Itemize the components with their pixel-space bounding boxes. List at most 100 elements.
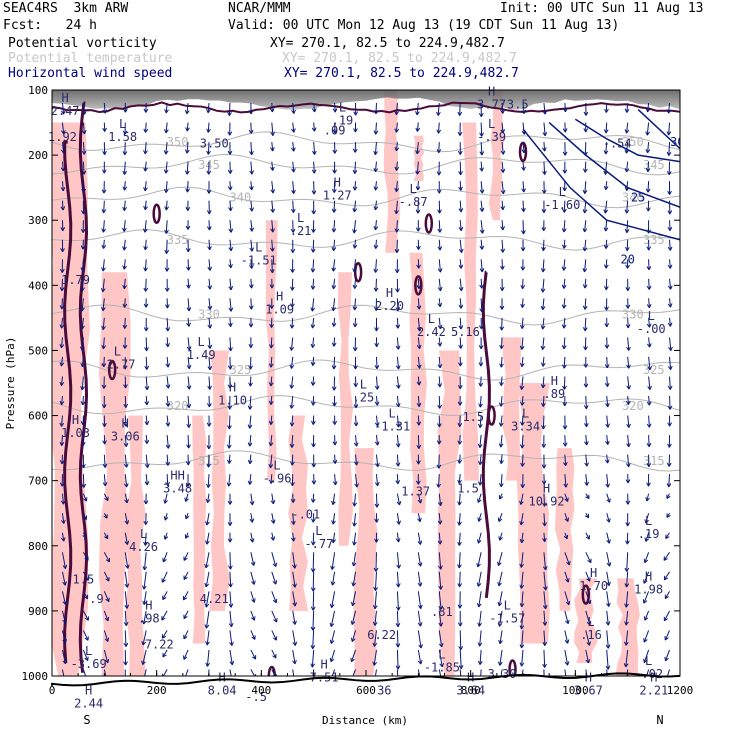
wind-vector-head [586,577,591,582]
wind-vector [292,630,296,646]
wind-vector-head [352,169,358,174]
wind-vector [480,161,483,172]
wind-vector-head [100,287,106,293]
wind-vector [438,239,441,251]
wind-vector [542,298,545,310]
wind-vector-head [206,150,211,155]
extremum-marker: L [428,312,435,326]
wind-vector [351,649,357,662]
wind-vector-head [540,362,546,367]
wind-vector [458,513,461,526]
wind-vector-head [624,621,629,626]
wind-vector [396,435,400,448]
wind-vector-head [163,516,169,521]
wind-vector [477,571,482,587]
wind-vector [438,356,441,368]
wind-vector-head [396,501,402,506]
wind-vector-head [604,306,609,311]
wind-vector [312,356,315,366]
wind-vector [417,298,420,310]
wind-vector [61,298,63,310]
wind-vector [564,513,569,522]
wind-vector-head [182,595,188,601]
x-tick-label: 1000 [562,684,589,697]
wind-vector-head [311,443,316,448]
wind-vector [271,161,274,171]
wind-vector-head [206,422,212,427]
wind-vector [521,454,524,467]
wind-vector-head [416,264,421,269]
wind-vector-head [186,266,191,271]
extremum-marker: H [145,599,152,613]
wind-vector-head [624,129,630,134]
wind-vector-head [270,131,276,136]
wind-vector-head [164,109,169,114]
header: SEAC4RS 3km ARW NCAR/MMM Init: 00 UTC Su… [0,0,740,90]
wind-vector-head [205,641,210,646]
x-tick-label: 1200 [667,684,694,697]
wind-vector [164,513,168,521]
wind-vector [501,161,504,173]
wind-vector-head [561,284,567,289]
wind-vector-head [416,444,422,449]
wind-vector [82,142,85,155]
wind-vector-head [395,365,401,370]
wind-vector [669,259,671,269]
wind-vector [124,493,128,504]
wind-vector [61,161,64,172]
wind-vector-head [331,538,336,544]
wind-vector-head [440,681,444,685]
wind-vector-head [416,245,421,250]
wind-vector [333,337,336,347]
wind-vector [250,239,253,252]
extremum-marker: HH [170,468,184,482]
wind-vector [229,610,233,627]
init-label: Init: 00 UTC Sun 11 Aug 13 [500,1,704,16]
wind-vector [480,259,483,273]
wind-vector-head [645,148,651,154]
wind-vector [648,278,650,290]
wind-speed-contour [637,108,680,150]
wind-vector [396,376,400,389]
wind-vector [165,122,168,134]
wind-vector-head [269,323,274,328]
wind-vector [186,142,189,154]
wind-vector-head [353,111,359,116]
wind-vector-head [417,517,422,523]
wind-vector [207,493,210,503]
wind-vector [229,278,232,290]
wind-vector [183,591,189,601]
wind-vector [290,376,294,389]
wind-vector-head [206,445,212,450]
wind-vector-head [605,483,611,488]
wind-vector-head [331,267,337,272]
wind-vector [563,317,566,329]
wind-vector [501,239,504,253]
wind-vector-head [625,500,631,505]
wind-vector-head [643,558,649,564]
wind-vector-head [372,604,378,610]
wind-vector-head [310,248,316,253]
wind-vector-head [62,600,68,605]
wind-vector [606,552,611,567]
extremum-marker: L [587,615,594,629]
wind-vector [543,102,546,115]
wind-vector [312,337,315,348]
wind-vector-head [418,644,423,649]
wind-vector [585,552,592,563]
wind-vector-head [184,497,189,502]
wind-vector [292,513,295,525]
wind-vector-head [586,641,591,646]
wind-vector [396,395,400,407]
wind-vector-head [101,267,106,272]
pv-contour [414,275,423,296]
wind-vector-head [417,582,423,587]
wind-vector-head [479,189,485,194]
wind-vector-head [81,150,87,155]
x-tick-label: 800 [461,684,481,697]
wind-vector-head [352,502,357,507]
wind-vector-head [272,562,278,568]
wind-vector-head [80,245,86,250]
wind-vector [374,669,377,676]
extremum-marker: L [389,407,396,421]
